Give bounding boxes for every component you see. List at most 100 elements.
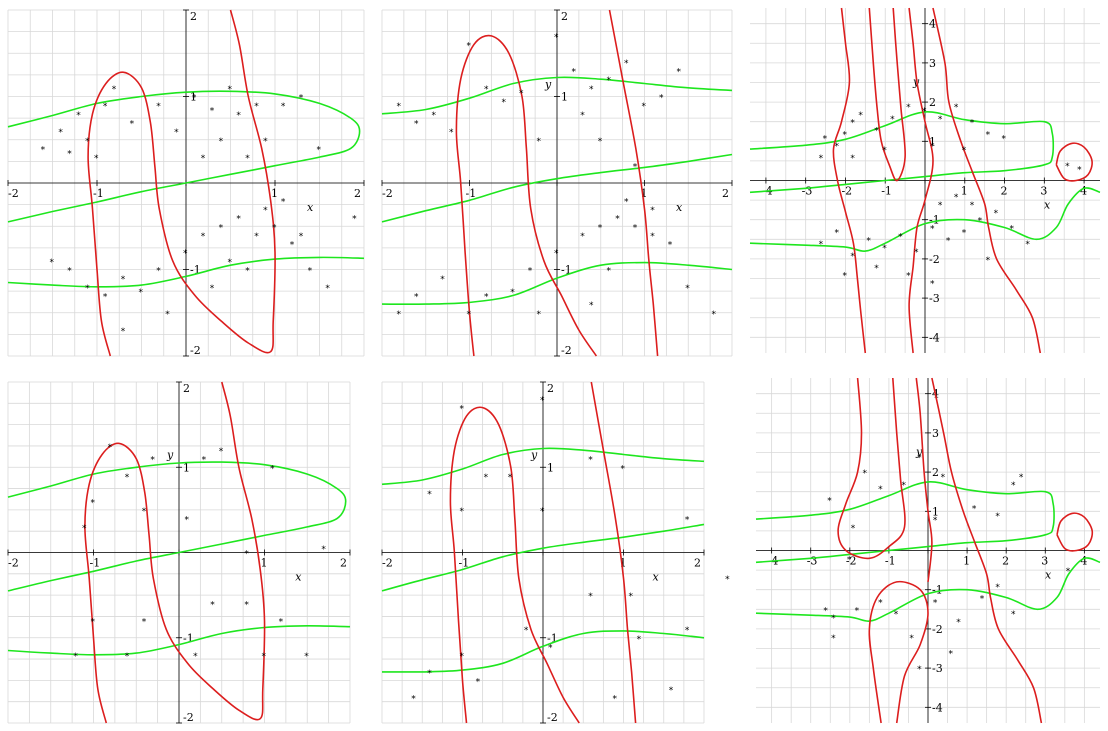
plot-4-red-curve — [84, 381, 266, 724]
plot-3-data-point: * — [1065, 162, 1070, 172]
plot-6-data-point: * — [948, 649, 953, 659]
plot-1-data-point: * — [210, 284, 215, 294]
plot-3-data-point: * — [946, 236, 951, 246]
plot-3-data-point: * — [1010, 225, 1015, 235]
plot-3-data-point: * — [938, 201, 943, 211]
plot-5-data-point: * — [508, 473, 513, 483]
plot-6-y-tick-label: -2 — [932, 623, 943, 636]
plot-2-green-curve — [381, 261, 733, 306]
plot-3-data-point: * — [842, 272, 847, 282]
plot-1-data-point: * — [263, 206, 268, 216]
plot-1-y-tick-label: 1 — [190, 91, 197, 104]
plot-3-data-point: * — [970, 201, 975, 211]
plot-6-data-point: * — [941, 473, 946, 483]
plot-3-data-point: * — [906, 272, 911, 282]
plot-6-red-curve — [1056, 512, 1094, 552]
plot-6-data-point: * — [862, 469, 867, 479]
plot-panel-4: -2 -1 1 2 2 1 -1 -2 x y * * * * * * * * * * * * * * * * * * * * * * — [7, 381, 351, 724]
plot-1-data-point: * — [219, 223, 224, 233]
plot-4-data-point: * — [202, 456, 207, 466]
plot-1-data-point: * — [352, 215, 357, 225]
plot-2-x-tick-label: 1 — [641, 187, 648, 200]
plot-3-y-tick-label: -2 — [929, 253, 940, 266]
plot-3-data-point: * — [850, 119, 855, 129]
plot-1-data-point: * — [112, 85, 117, 95]
plot-1-data-point: * — [41, 145, 46, 155]
plot-6-x-tick-label: 3 — [1041, 555, 1048, 568]
plot-6-data-point: * — [851, 524, 856, 534]
plot-5-y-tick-label: 1 — [547, 461, 554, 474]
plot-2-data-point: * — [414, 119, 419, 129]
plot-3-data-point: * — [874, 264, 879, 274]
plot-4-data-point: * — [82, 524, 87, 534]
plot-3-data-point: * — [1025, 240, 1030, 250]
plot-1-data-point: * — [103, 102, 108, 112]
plot-5-y-axis-label: y — [530, 449, 538, 462]
plot-3-data-point: * — [930, 225, 935, 235]
plot-3-data-point: * — [835, 228, 840, 238]
plot-1-data-point: * — [67, 267, 72, 277]
plot-4-data-point: * — [91, 498, 96, 508]
plot-6-data-point: * — [909, 634, 914, 644]
plot-4-data-point: * — [125, 473, 130, 483]
plot-2-data-point: * — [633, 223, 638, 233]
plot-3-data-point: * — [850, 252, 855, 262]
plot-5-x-tick-label: -1 — [459, 557, 470, 570]
plot-4-data-point: * — [210, 601, 215, 611]
plot-3-data-point: * — [906, 103, 911, 113]
plot-3-data-point: * — [986, 256, 991, 266]
plot-6-x-tick-label: -3 — [807, 555, 818, 568]
plot-2-data-point: * — [650, 232, 655, 242]
plot-2-data-point: * — [633, 163, 638, 173]
plot-4-x-tick-label: -2 — [8, 557, 19, 570]
plot-5-x-tick-label: -2 — [382, 557, 393, 570]
plot-3-x-axis-label: x — [1044, 199, 1051, 212]
plot-3-data-point: * — [954, 193, 959, 203]
plot-2-green-curve — [381, 76, 733, 115]
plot-panel-6: -4 -3 -2 -1 1 2 3 4 4 3 2 1 -1 -2 -3 -4 x y * * * * * * * * * * * * * *… — [755, 377, 1101, 724]
plot-5-data-point: * — [621, 464, 626, 474]
plot-5-data-point: * — [411, 694, 416, 704]
plot-6-data-point: * — [933, 598, 938, 608]
plot-3-x-tick-label: 3 — [1040, 185, 1047, 198]
plot-5-data-point: * — [484, 473, 489, 483]
plot-1-data-point: * — [156, 102, 161, 112]
plot-4-svg: -2 -1 1 2 2 1 -1 -2 x y * * * * * * * * * * * * * * * * * * * * * * — [7, 381, 351, 724]
plot-6-x-tick-label: -1 — [885, 555, 896, 568]
plot-6-data-point: * — [995, 583, 1000, 593]
plot-1-green-curve — [7, 256, 365, 288]
plot-2-data-point: * — [607, 267, 612, 277]
plot-3-red-curve — [1055, 142, 1093, 182]
plot-2-data-point: * — [650, 206, 655, 216]
plot-3-data-point: * — [986, 130, 991, 140]
plot-6-data-point: * — [847, 555, 852, 565]
plot-1-data-point: * — [210, 106, 215, 116]
plot-1-data-point: * — [245, 154, 250, 164]
plot-2-svg: -2 -1 1 2 2 1 -1 -2 x y * * * * * * * * * * * * * * * * * * * * * * * * * *… — [381, 9, 760, 357]
plot-2-x-axis-label: x — [676, 201, 683, 214]
plot-1-data-point: * — [121, 275, 126, 285]
plot-2-data-point: * — [484, 292, 489, 302]
plot-3-y-axis-label: y — [912, 76, 920, 89]
plot-3-data-point: * — [970, 119, 975, 129]
plot-5-green-curve — [381, 447, 705, 486]
plot-2-data-point: * — [519, 89, 524, 99]
plot-6-y-tick-label: 3 — [932, 427, 939, 440]
plot-3-data-point: * — [882, 146, 887, 156]
plot-3-data-point: * — [866, 236, 871, 246]
plot-1-data-point: * — [254, 102, 259, 112]
plot-3-x-tick-label: 1 — [961, 185, 968, 198]
plot-4-data-point: * — [262, 652, 267, 662]
plot-2-data-point: * — [589, 85, 594, 95]
plot-6-data-point: * — [1011, 481, 1016, 491]
plot-6-data-point: * — [902, 481, 907, 491]
plot-2-data-point: * — [580, 232, 585, 242]
plot-6-red-curve — [868, 580, 929, 724]
plot-2-y-axis-label: y — [544, 78, 552, 91]
plot-1-data-point: * — [103, 292, 108, 302]
plot-1-x-tick-label: -1 — [93, 187, 104, 200]
plot-5-data-point: * — [524, 626, 529, 636]
plot-3-data-point: * — [930, 142, 935, 152]
plot-2-data-point: * — [502, 98, 507, 108]
plot-1-data-point: * — [121, 327, 126, 337]
